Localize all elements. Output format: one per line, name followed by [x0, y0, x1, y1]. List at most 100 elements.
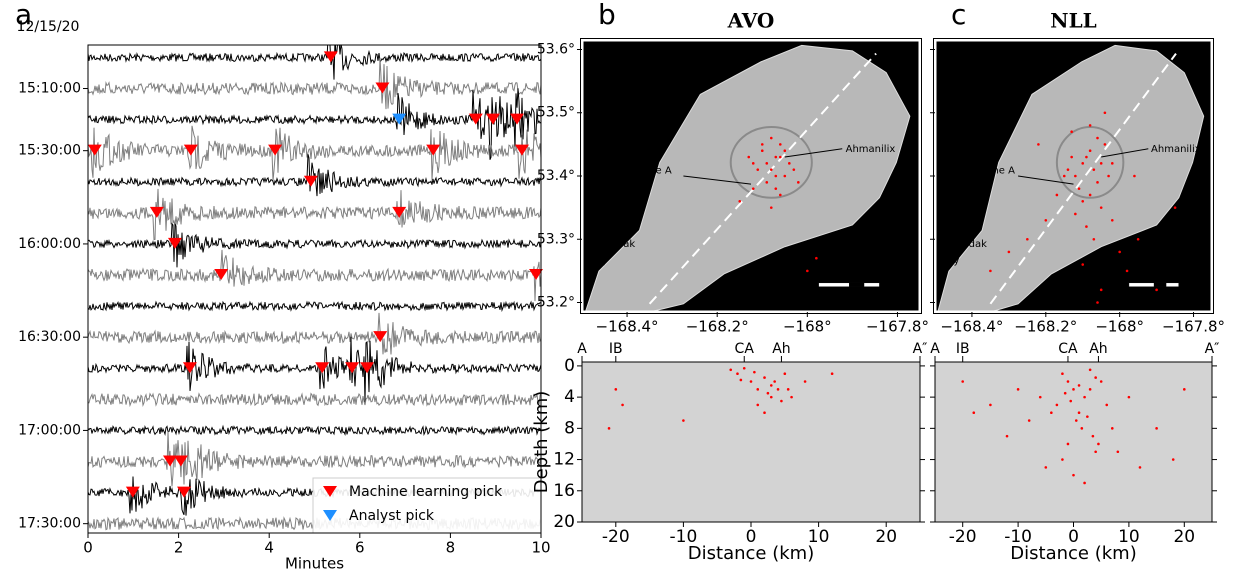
event-point: [783, 372, 787, 376]
event-point: [1099, 380, 1103, 383]
event-point: [729, 368, 733, 372]
event-point: [961, 380, 964, 383]
event-point: [607, 427, 611, 430]
x-tick-label: −168.4°: [596, 318, 659, 336]
x-tick-label: 0: [83, 539, 93, 557]
event-point: [1074, 174, 1077, 178]
map-annotation: Bay: [589, 255, 608, 266]
caldera: [729, 126, 813, 199]
pick-marker: [509, 113, 524, 125]
event-point: [806, 269, 809, 273]
event-point: [1077, 187, 1081, 190]
event-point: [1070, 130, 1073, 134]
pick-marker: [514, 144, 529, 156]
event-point: [774, 174, 778, 178]
event-point: [1099, 206, 1103, 209]
event-point: [1005, 434, 1009, 438]
x-tick-label: -20: [602, 527, 630, 547]
waveform: [88, 222, 541, 268]
x-tick-label: 8: [446, 539, 456, 557]
x-tick-label: −167.8°: [1162, 318, 1225, 336]
leader-line: [1018, 175, 1074, 185]
event-point: [815, 256, 818, 260]
pick-marker: [468, 113, 483, 125]
y-tick-label: 16:30:00: [18, 329, 81, 345]
pick-marker: [426, 144, 441, 156]
waveform: [88, 45, 541, 80]
legend-marker: [323, 486, 337, 497]
pick-marker: [485, 113, 500, 125]
pick-marker: [345, 362, 360, 374]
event-point: [739, 378, 743, 382]
event-point: [769, 395, 773, 399]
x-tick-label: 0: [746, 527, 757, 547]
event-point: [614, 388, 618, 391]
section-label: A″: [1205, 341, 1220, 357]
event-point: [1066, 168, 1070, 171]
event-point: [783, 174, 787, 178]
pick-marker: [162, 455, 177, 467]
waveform: [88, 88, 541, 160]
event-point: [1096, 181, 1099, 184]
pick-marker: [392, 113, 407, 125]
y-tick-label: 17:30:00: [18, 516, 81, 532]
section-label: Ah: [1089, 341, 1107, 357]
event-point: [1074, 419, 1078, 422]
event-point: [778, 155, 782, 159]
event-point: [1061, 458, 1064, 461]
event-point: [1088, 368, 1092, 372]
y-tick-label: 0: [564, 356, 575, 376]
panel-letter: a: [15, 0, 32, 31]
pick-marker: [268, 144, 283, 156]
pick-marker: [303, 175, 318, 187]
event-point: [1103, 143, 1107, 146]
event-point: [736, 372, 739, 376]
map-annotation: Cone A: [636, 166, 672, 177]
event-point: [1077, 411, 1081, 415]
x-tick-label: 20: [875, 527, 897, 547]
section-label: IB: [956, 341, 970, 357]
y-tick-label: 17:00:00: [18, 422, 81, 438]
event-point: [1094, 450, 1097, 454]
section-line: [989, 53, 1177, 305]
event-point: [1125, 269, 1129, 273]
event-point: [1085, 155, 1088, 159]
pick-marker: [375, 82, 390, 94]
event-point: [1081, 263, 1085, 266]
event-point: [783, 149, 787, 152]
map-annotation: Ahmanilix: [846, 144, 896, 155]
section-label: Ah: [772, 341, 790, 357]
event-point: [769, 168, 773, 171]
x-tick-label: 10: [1118, 527, 1140, 547]
y-tick-label: 4: [564, 387, 575, 407]
event-point: [1050, 411, 1053, 415]
event-point: [766, 391, 770, 395]
scale-label: 10: [873, 290, 886, 301]
event-point: [1072, 388, 1075, 391]
pick-marker: [373, 331, 388, 343]
event-point: [1026, 237, 1029, 241]
scale-label: 10: [1172, 290, 1185, 301]
scale-label: 0: [1126, 290, 1132, 301]
event-point: [776, 388, 780, 391]
x-tick-label: −168°: [783, 318, 832, 336]
pick-marker: [167, 237, 182, 249]
event-point: [1099, 162, 1103, 165]
x-tick-label: −167.8°: [866, 318, 929, 336]
y-tick-label: 53.4°: [537, 168, 575, 184]
event-point: [1099, 288, 1103, 292]
event-point: [1083, 395, 1086, 399]
event-point: [1091, 434, 1095, 438]
map-annotation: Bay: [941, 255, 960, 266]
event-point: [1069, 399, 1073, 403]
event-point: [1088, 388, 1092, 391]
x-tick-label: -10: [670, 527, 698, 547]
event-point: [1063, 391, 1067, 395]
event-point: [747, 155, 751, 159]
event-point: [1007, 250, 1011, 254]
waveform: [88, 424, 541, 437]
waveform: [88, 188, 541, 241]
x-axis-label: Distance (km): [688, 543, 814, 564]
event-point: [1110, 162, 1114, 165]
